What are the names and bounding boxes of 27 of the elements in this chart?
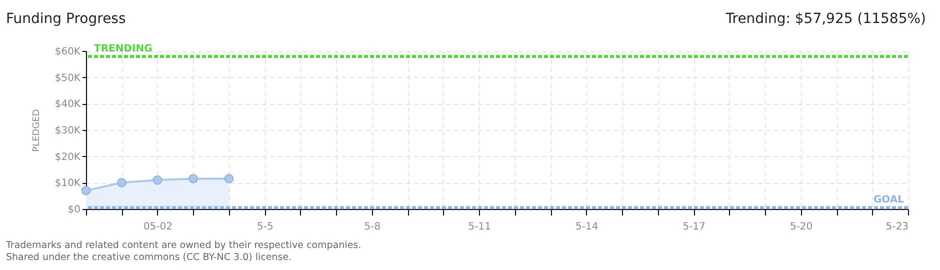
y-tick-label: $30K — [54, 126, 81, 136]
x-tick-label: 5-11 — [468, 222, 491, 232]
chart-subtitle: Trending: $57,925 (11585%) — [724, 11, 926, 27]
point — [224, 174, 234, 184]
ref-line-label: GOAL — [873, 194, 905, 206]
x-tick-label: 5-23 — [886, 222, 908, 232]
point — [188, 174, 198, 184]
point — [81, 186, 91, 196]
y-tick-label: $20K — [54, 152, 81, 163]
y-tick-label: $50K — [54, 72, 81, 84]
chart-title: Funding Progress — [6, 11, 126, 27]
text: Trademarks and related content are owned by their respective companies. — [5, 240, 362, 251]
y-tick-label: $0 — [68, 204, 80, 216]
x-tick-label: 5-14 — [575, 222, 598, 232]
point — [117, 178, 126, 188]
y-tick-label: $10K — [54, 178, 81, 190]
point — [152, 175, 162, 185]
y-tick-label: $40K — [54, 99, 81, 110]
x-tick-label: 05-02 — [143, 222, 173, 232]
x-tick-label: 5-17 — [682, 222, 706, 232]
y-axis-title: PLEDGED — [32, 109, 42, 152]
x-tick-label: 5-5 — [257, 222, 274, 232]
x-tick-label: 5-20 — [790, 222, 813, 232]
x-tick-label: 5-8 — [364, 222, 381, 232]
y-tick-label: $60K — [54, 46, 81, 58]
ref-line-label: TRENDING — [94, 43, 152, 54]
text: Shared under the creative commons (CC BY-NC 3.0) license. — [6, 252, 292, 263]
